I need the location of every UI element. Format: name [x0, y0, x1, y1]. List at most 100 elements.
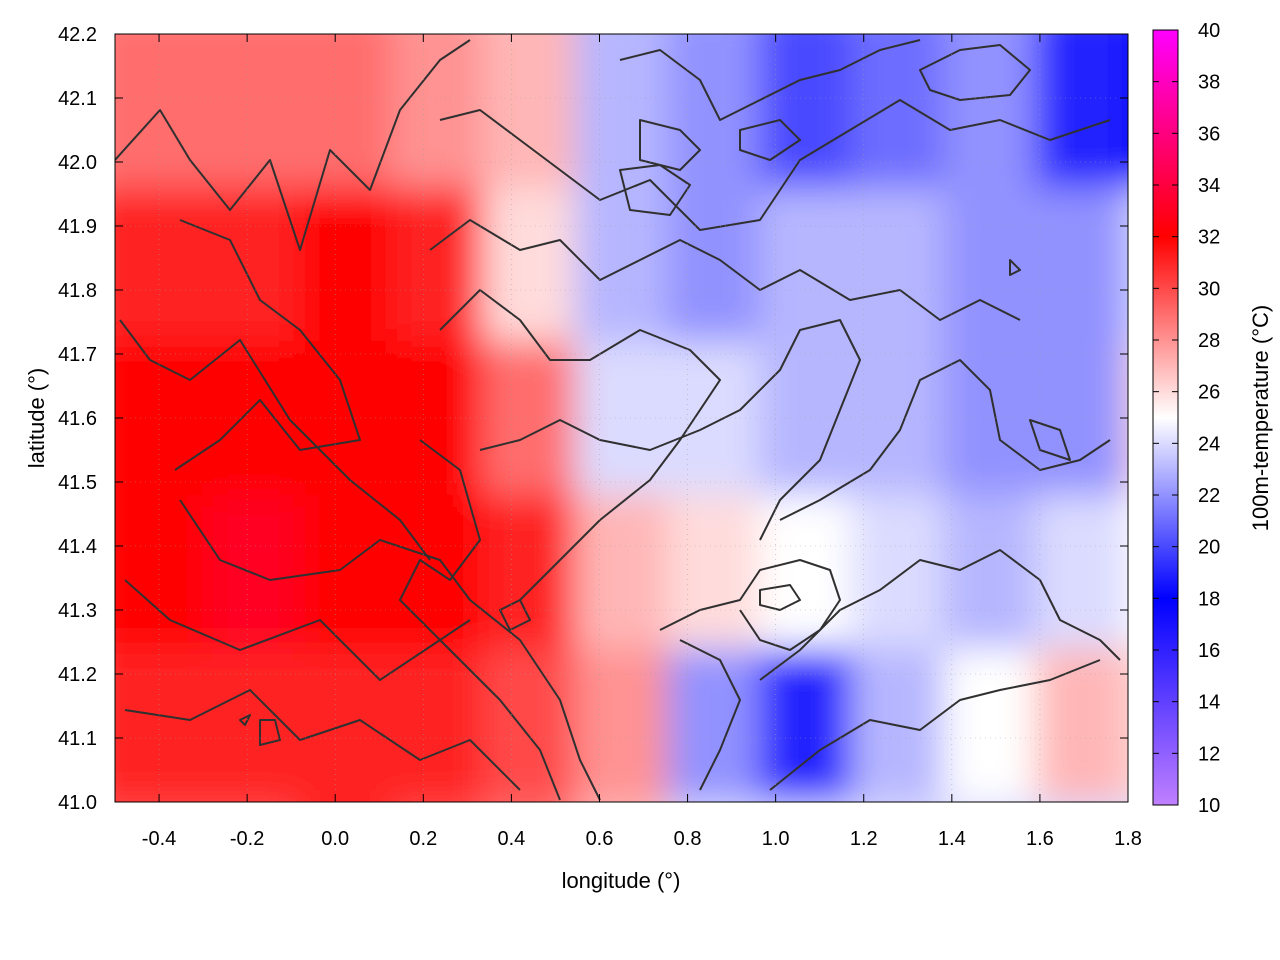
- field-cell: [207, 187, 301, 343]
- field-cell: [483, 34, 577, 189]
- y-tick-label: 41.4: [58, 536, 97, 558]
- x-axis: -0.4 -0.2 0.0 0.2 0.4 0.6 0.8 1.0 1.2 1.4 1.6 1.8: [142, 34, 1142, 850]
- contour-line: [179, 499, 601, 801]
- field-cell: [483, 494, 577, 650]
- y-tick-label: 41.2: [58, 664, 97, 686]
- field-cell: [943, 341, 1037, 496]
- contour-line: [779, 359, 1111, 521]
- y-tick-label: 41.3: [58, 600, 97, 622]
- contour-line: [639, 119, 701, 171]
- field-cell: [943, 34, 1037, 189]
- field-cell: [1035, 494, 1128, 650]
- field-cell: [1035, 648, 1128, 802]
- x-tick-label: 0.6: [586, 828, 614, 850]
- field-cell: [483, 187, 577, 343]
- field-cell: [851, 187, 945, 343]
- contour-line: [115, 39, 471, 251]
- y-tick-label: 42.0: [58, 152, 97, 174]
- field-cell: [759, 34, 853, 189]
- contour-line: [124, 689, 521, 791]
- field-cell: [483, 341, 577, 496]
- contour-line: [679, 639, 741, 791]
- contour-line: [739, 119, 801, 161]
- colorbar-tick-label: 30: [1198, 278, 1220, 300]
- colorbar-tick-label: 24: [1198, 433, 1220, 455]
- colorbar-tick-label: 22: [1198, 485, 1220, 507]
- field-cell: [851, 34, 945, 189]
- y-tick-label: 41.6: [58, 408, 97, 430]
- colorbar-title: 100m-temperature (°C): [1248, 305, 1273, 531]
- y-tick-label: 41.0: [58, 792, 97, 814]
- field-cell: [299, 494, 393, 650]
- x-tick-label: 0.4: [497, 828, 525, 850]
- y-tick-label: 41.7: [58, 344, 97, 366]
- colorbar-tick-label: 10: [1198, 795, 1220, 817]
- field-cell: [391, 34, 485, 189]
- x-tick-label: -0.4: [142, 828, 176, 850]
- field-cell: [851, 341, 945, 496]
- contour-line: [1009, 259, 1021, 276]
- x-tick-label: 0.2: [409, 828, 437, 850]
- contour-line: [239, 714, 251, 726]
- colorbar-gradient: [1152, 29, 1179, 806]
- y-tick-label: 42.1: [58, 88, 97, 110]
- field-cell: [667, 341, 761, 496]
- y-tick-label: 41.5: [58, 472, 97, 494]
- y-tick-label: 42.2: [58, 24, 97, 46]
- y-tick-label: 41.9: [58, 216, 97, 238]
- field-cell: [391, 187, 485, 343]
- field-cell: [667, 648, 761, 802]
- field-cell: [1035, 187, 1128, 343]
- colorbar-tick-label: 36: [1198, 123, 1220, 145]
- field-cell: [483, 648, 577, 802]
- contour-line: [479, 319, 861, 541]
- x-tick-label: 0.8: [674, 828, 702, 850]
- colorbar-tick-label: 40: [1198, 20, 1220, 42]
- field-cell: [391, 341, 485, 496]
- field-cell: [759, 648, 853, 802]
- contour-line: [174, 219, 361, 471]
- colorbar-tick-label: 32: [1198, 227, 1220, 249]
- contour-line: [759, 549, 1121, 681]
- field-cell: [667, 494, 761, 650]
- field-cell: [207, 494, 301, 650]
- field-cell: [943, 494, 1037, 650]
- contour-line: [119, 319, 431, 561]
- x-tick-label: 1.0: [762, 828, 790, 850]
- colorbar-tick-label: 12: [1198, 743, 1220, 765]
- field-cell: [115, 187, 209, 343]
- field-cell: [391, 648, 485, 802]
- field-cell: [851, 494, 945, 650]
- x-tick-label: 1.6: [1026, 828, 1054, 850]
- contour-line: [769, 659, 1101, 791]
- colorbar-tick-label: 18: [1198, 588, 1220, 610]
- field-cell: [759, 187, 853, 343]
- contour-line: [619, 39, 921, 121]
- temperature-field: [115, 34, 1128, 802]
- contour-line: [439, 99, 1111, 231]
- x-tick-label: 0.0: [321, 828, 349, 850]
- contour-line: [919, 44, 1031, 101]
- contour-lines: [115, 39, 1121, 801]
- field-cell: [1035, 341, 1128, 496]
- x-tick-label: 1.4: [938, 828, 966, 850]
- contour-line: [659, 559, 841, 651]
- colorbar-tick-label: 38: [1198, 72, 1220, 94]
- x-tick-label: -0.2: [230, 828, 264, 850]
- contour-line: [619, 164, 691, 216]
- contour-line: [399, 439, 481, 641]
- y-tick-label: 41.1: [58, 728, 97, 750]
- colorbar-tick-label: 26: [1198, 382, 1220, 404]
- field-cell: [299, 341, 393, 496]
- colorbar-ticks: 10 12 14 16 18 20 22 24 26 28 30 32 34 36 38 40: [1153, 20, 1220, 817]
- colorbar-tick-label: 14: [1198, 692, 1220, 714]
- contour-line: [759, 584, 801, 611]
- grid-lines: [115, 33, 1129, 803]
- contour-line: [429, 219, 1021, 321]
- contour-line: [499, 599, 531, 631]
- field-cell: [943, 187, 1037, 343]
- x-tick-label: 1.2: [850, 828, 878, 850]
- colorbar-tick-label: 16: [1198, 640, 1220, 662]
- colorbar: 10 12 14 16 18 20 22 24 26 28 30 32 34 36 38 40 100m-te…: [1152, 20, 1273, 817]
